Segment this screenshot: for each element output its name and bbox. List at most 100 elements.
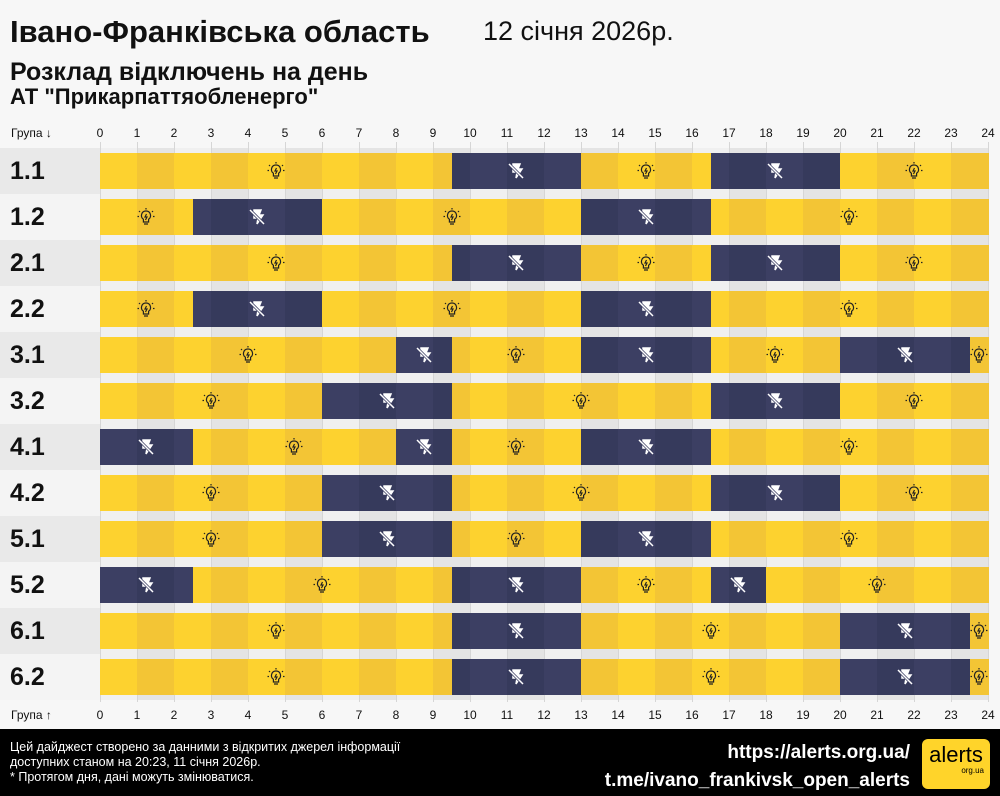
tick-label: 3 bbox=[207, 126, 215, 140]
power-on-block bbox=[951, 521, 989, 557]
power-on-block bbox=[729, 291, 767, 327]
power-off-icon bbox=[136, 575, 156, 595]
tick-label: 2 bbox=[170, 126, 178, 140]
hour-column bbox=[803, 148, 840, 700]
power-off-block bbox=[710, 153, 730, 189]
power-on-block bbox=[100, 659, 138, 695]
power-on-block bbox=[137, 521, 175, 557]
power-on-block bbox=[137, 245, 175, 281]
power-on-block bbox=[248, 337, 286, 373]
gridline bbox=[470, 142, 471, 702]
tick-label: 4 bbox=[244, 708, 252, 722]
power-off-block bbox=[322, 475, 360, 511]
group-label: 1.2 bbox=[0, 194, 100, 240]
power-on-block bbox=[100, 475, 138, 511]
tick-label: 12 bbox=[537, 708, 551, 722]
power-on-block bbox=[692, 567, 711, 603]
power-on-block bbox=[914, 245, 952, 281]
power-off-icon bbox=[506, 161, 526, 181]
power-on-block bbox=[285, 521, 323, 557]
gridline bbox=[396, 142, 397, 702]
power-on-block bbox=[359, 337, 397, 373]
power-on-block bbox=[211, 245, 249, 281]
tick-label: 0 bbox=[96, 708, 104, 722]
power-off-block bbox=[451, 659, 471, 695]
tick-label: 21 bbox=[870, 708, 884, 722]
power-off-block bbox=[951, 613, 970, 649]
power-off-block bbox=[581, 199, 619, 235]
power-on-block bbox=[322, 567, 360, 603]
power-off-block bbox=[433, 429, 452, 465]
site-link[interactable]: https://alerts.org.ua/ bbox=[727, 742, 910, 763]
power-on-block bbox=[396, 567, 434, 603]
power-off-block bbox=[729, 383, 767, 419]
power-on-block bbox=[729, 199, 767, 235]
hour-column bbox=[433, 148, 470, 700]
hour-column bbox=[729, 148, 766, 700]
power-off-icon bbox=[377, 483, 397, 503]
power-off-block bbox=[174, 567, 193, 603]
tick-label: 8 bbox=[392, 708, 400, 722]
power-on-block bbox=[803, 291, 841, 327]
power-on-block bbox=[840, 475, 878, 511]
tick-label: 8 bbox=[392, 126, 400, 140]
lightbulb-icon bbox=[442, 207, 462, 227]
power-on-block bbox=[174, 337, 212, 373]
power-on-block bbox=[581, 383, 619, 419]
power-off-block bbox=[692, 429, 711, 465]
power-off-block bbox=[544, 613, 582, 649]
power-off-block bbox=[951, 337, 970, 373]
power-on-block bbox=[211, 337, 249, 373]
power-on-block bbox=[766, 521, 804, 557]
lightbulb-icon bbox=[201, 483, 221, 503]
hour-column bbox=[396, 148, 433, 700]
lightbulb-icon bbox=[571, 391, 591, 411]
lightbulb-icon bbox=[506, 345, 526, 365]
gridline bbox=[137, 142, 138, 702]
power-off-icon bbox=[506, 253, 526, 273]
power-off-icon bbox=[636, 529, 656, 549]
power-on-block bbox=[914, 475, 952, 511]
power-off-block bbox=[581, 429, 619, 465]
power-off-block bbox=[692, 521, 711, 557]
power-on-block bbox=[692, 153, 711, 189]
power-on-block bbox=[396, 245, 434, 281]
power-on-block bbox=[100, 337, 138, 373]
lightbulb-icon bbox=[136, 207, 156, 227]
power-off-block bbox=[100, 429, 138, 465]
gridline bbox=[840, 142, 841, 702]
power-on-block bbox=[248, 521, 286, 557]
tick-label: 4 bbox=[244, 126, 252, 140]
power-on-block bbox=[766, 659, 804, 695]
power-on-block bbox=[470, 429, 508, 465]
power-on-block bbox=[285, 429, 323, 465]
power-on-block bbox=[507, 383, 545, 419]
group-label: 3.2 bbox=[0, 378, 100, 424]
hour-column bbox=[951, 148, 988, 700]
power-on-block bbox=[470, 475, 508, 511]
tick-label: 1 bbox=[133, 708, 141, 722]
power-on-block bbox=[951, 429, 989, 465]
power-off-icon bbox=[895, 345, 915, 365]
power-on-block bbox=[285, 337, 323, 373]
power-on-block bbox=[877, 245, 915, 281]
power-off-block bbox=[803, 245, 841, 281]
power-off-icon bbox=[895, 667, 915, 687]
hour-column bbox=[211, 148, 248, 700]
power-on-block bbox=[174, 245, 212, 281]
power-on-block bbox=[211, 153, 249, 189]
power-off-block bbox=[451, 567, 471, 603]
lightbulb-icon bbox=[506, 529, 526, 549]
tick-label: 19 bbox=[796, 126, 810, 140]
power-off-block bbox=[285, 291, 323, 327]
power-on-block bbox=[211, 383, 249, 419]
gridline bbox=[433, 142, 434, 702]
tick-label: 3 bbox=[207, 708, 215, 722]
telegram-link[interactable]: t.me/ivano_frankivsk_open_alerts bbox=[604, 770, 910, 791]
lightbulb-icon bbox=[867, 575, 887, 595]
power-on-block bbox=[174, 659, 212, 695]
power-on-block bbox=[766, 337, 804, 373]
power-on-block bbox=[766, 199, 804, 235]
power-off-block bbox=[544, 567, 582, 603]
power-off-block bbox=[433, 521, 452, 557]
